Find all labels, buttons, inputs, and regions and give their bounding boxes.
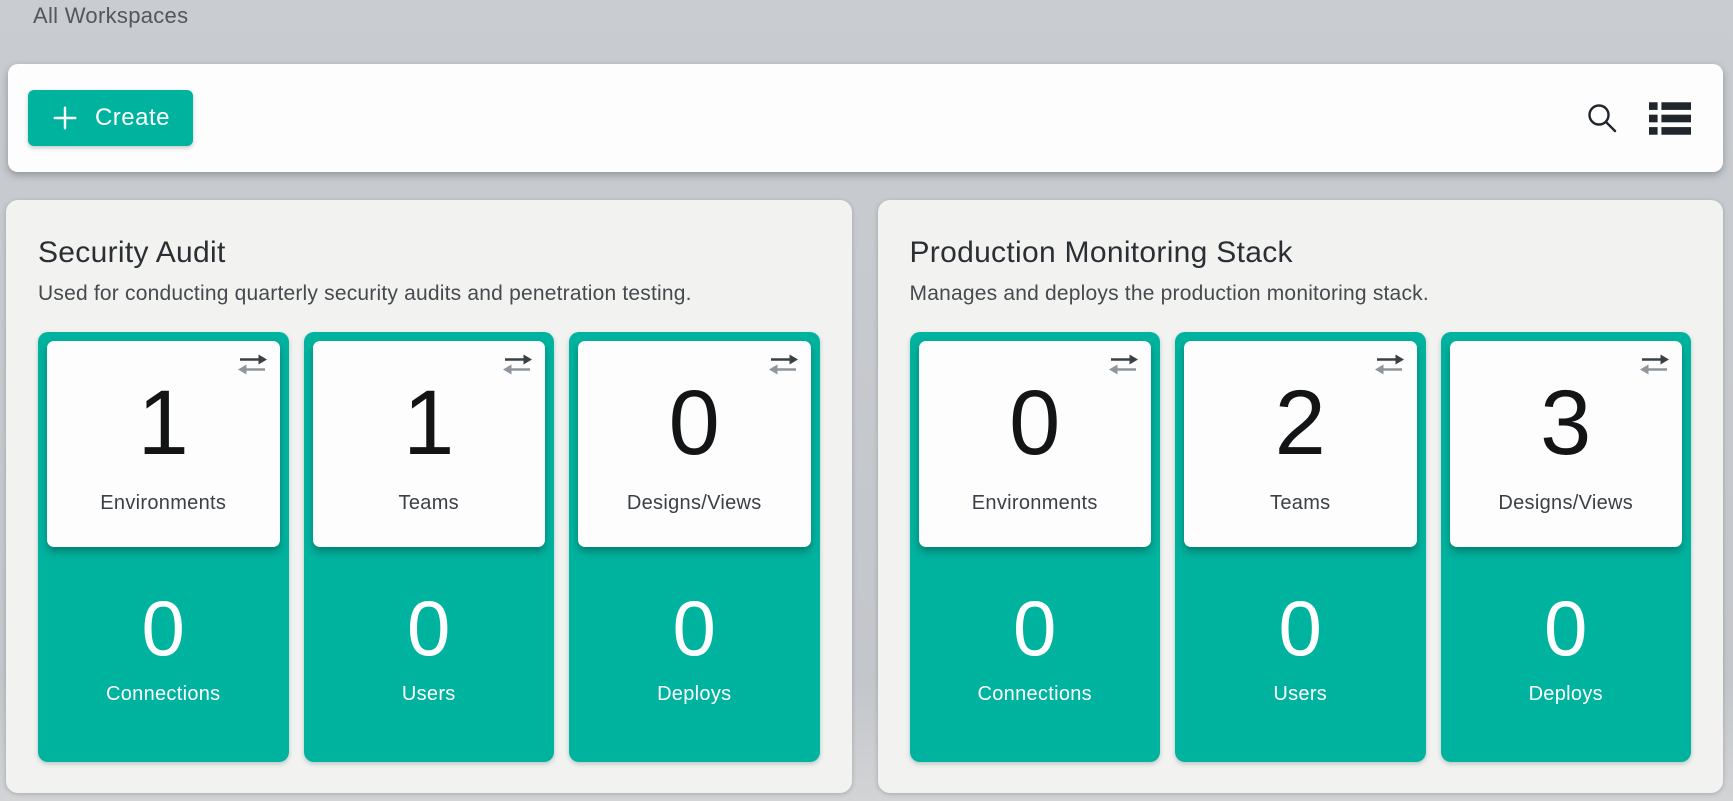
stat-tile-front: 0 Designs/Views xyxy=(578,341,811,547)
stat-sub-label: Users xyxy=(1273,683,1328,705)
stat-tile-front: 2 Teams xyxy=(1184,341,1417,547)
stat-tile-teams[interactable]: 2 Teams 0 Users xyxy=(1175,332,1426,762)
workspace-title: Security Audit xyxy=(38,236,226,269)
stat-label: Designs/Views xyxy=(626,492,762,514)
stat-tile-back: 0 Connections xyxy=(919,547,1152,753)
stat-tile-environments[interactable]: 1 Environments 0 Connections xyxy=(38,332,289,762)
stat-value: 0 xyxy=(668,372,720,474)
stat-sub-value: 0 xyxy=(407,584,451,672)
toolbar: Create xyxy=(8,64,1723,172)
stat-sub-value: 0 xyxy=(1013,584,1057,672)
workspace-stats: 0 Environments 0 Connections xyxy=(909,332,1691,762)
stat-value: 2 xyxy=(1274,372,1326,474)
swap-icon[interactable] xyxy=(502,353,533,381)
stat-label: Environments xyxy=(100,492,227,514)
stat-tile-back: 0 Deploys xyxy=(1450,547,1683,753)
swap-icon[interactable] xyxy=(768,353,799,381)
plus-icon xyxy=(51,104,79,132)
workspace-description: Manages and deploys the production monit… xyxy=(909,282,1429,305)
stat-sub-label: Deploys xyxy=(657,683,732,705)
workspace-card: Production Monitoring Stack Manages and … xyxy=(877,200,1723,793)
stat-value: 1 xyxy=(137,372,189,474)
stat-sub-value: 0 xyxy=(672,584,716,672)
create-button-label: Create xyxy=(94,104,171,131)
swap-icon[interactable] xyxy=(1108,353,1139,381)
stat-sub-label: Users xyxy=(401,683,456,705)
workspace-description: Used for conducting quarterly security a… xyxy=(38,282,692,305)
swap-icon[interactable] xyxy=(237,353,268,381)
list-view-button[interactable] xyxy=(1643,96,1697,141)
search-icon xyxy=(1585,101,1619,135)
swap-icon[interactable] xyxy=(1639,353,1670,381)
stat-label: Teams xyxy=(1270,492,1331,514)
stat-sub-value: 0 xyxy=(141,584,185,672)
stat-tile-front: 1 Environments xyxy=(47,341,280,547)
stat-tile-front: 3 Designs/Views xyxy=(1449,341,1682,547)
stat-tile-designs-views[interactable]: 3 Designs/Views 0 Deploys xyxy=(1440,332,1691,762)
stat-sub-label: Connections xyxy=(977,683,1092,705)
stat-tile-designs-views[interactable]: 0 Designs/Views 0 Deploys xyxy=(569,332,820,762)
stat-tile-back: 0 Deploys xyxy=(578,547,811,753)
stat-label: Teams xyxy=(398,492,459,514)
stat-tile-front: 0 Environments xyxy=(918,341,1151,547)
stat-tile-environments[interactable]: 0 Environments 0 Connections xyxy=(909,332,1160,762)
list-view-icon xyxy=(1649,101,1691,135)
stat-value: 0 xyxy=(1009,372,1061,474)
workspace-title: Production Monitoring Stack xyxy=(909,236,1293,269)
workspace-card: Security Audit Used for conducting quart… xyxy=(6,200,852,793)
stat-value: 1 xyxy=(403,372,455,474)
stat-tile-front: 1 Teams xyxy=(312,341,545,547)
stat-tile-teams[interactable]: 1 Teams 0 Users xyxy=(303,332,554,762)
stat-tile-back: 0 Users xyxy=(313,547,546,753)
stat-sub-label: Connections xyxy=(106,683,221,705)
create-button[interactable]: Create xyxy=(28,90,193,146)
stat-sub-value: 0 xyxy=(1544,584,1588,672)
stat-tile-back: 0 Users xyxy=(1184,547,1417,753)
workspaces-grid: Security Audit Used for conducting quart… xyxy=(6,200,1723,793)
stat-sub-value: 0 xyxy=(1278,584,1322,672)
stat-label: Designs/Views xyxy=(1498,492,1634,514)
stat-value: 3 xyxy=(1540,372,1592,474)
swap-icon[interactable] xyxy=(1374,353,1405,381)
stat-tile-back: 0 Connections xyxy=(47,547,280,753)
stat-sub-label: Deploys xyxy=(1528,683,1603,705)
workspace-stats: 1 Environments 0 Connections xyxy=(38,332,820,762)
page-title: All Workspaces xyxy=(33,3,189,28)
stat-label: Environments xyxy=(971,492,1098,514)
search-button[interactable] xyxy=(1579,95,1625,141)
